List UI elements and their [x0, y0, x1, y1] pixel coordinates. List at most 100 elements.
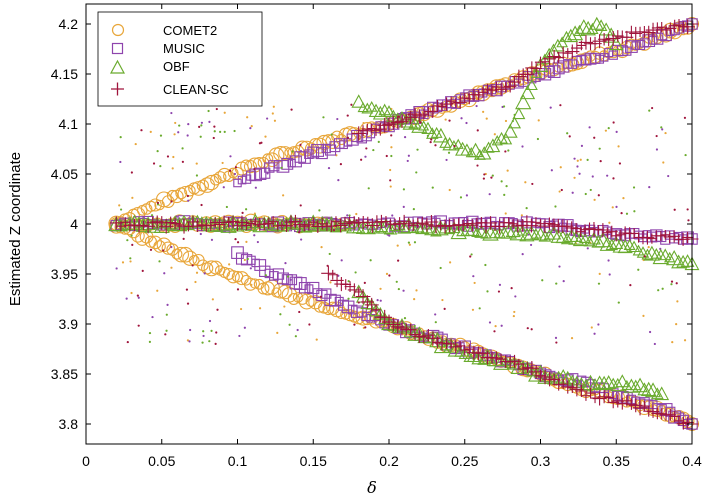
- scatter-dot: [612, 177, 615, 180]
- scatter-dot: [364, 326, 367, 329]
- scatter-dot: [392, 125, 395, 128]
- scatter-dot: [329, 281, 332, 284]
- data-point: [407, 219, 419, 232]
- data-point: [484, 82, 500, 98]
- scatter-dot: [389, 185, 392, 188]
- scatter-dot: [555, 282, 558, 285]
- data-point: [222, 267, 235, 280]
- scatter-dot: [283, 305, 286, 308]
- scatter-dot: [476, 129, 479, 132]
- data-point: [161, 241, 175, 255]
- data-point: [389, 220, 401, 232]
- scatter-dot: [510, 287, 513, 290]
- data-point: [169, 217, 181, 230]
- scatter-dot: [505, 185, 508, 188]
- scatter-dot: [434, 321, 437, 324]
- data-point: [508, 219, 518, 229]
- data-point: [510, 358, 528, 375]
- scatter-dot: [115, 267, 118, 270]
- data-point: [500, 82, 511, 93]
- data-point: [432, 336, 443, 348]
- data-point: [503, 217, 515, 229]
- scatter-dot: [498, 283, 502, 286]
- scatter-dot: [388, 234, 391, 237]
- scatter-dot: [576, 165, 579, 168]
- data-point: [269, 271, 279, 281]
- data-point: [580, 54, 592, 66]
- data-point: [272, 268, 285, 280]
- data-point: [480, 228, 492, 239]
- data-point: [450, 223, 467, 240]
- data-point: [640, 381, 657, 397]
- scatter-dot: [588, 126, 591, 129]
- scatter-dot: [385, 272, 389, 275]
- data-point: [262, 153, 274, 165]
- scatter-dot: [208, 120, 211, 123]
- scatter-dot: [396, 244, 399, 247]
- data-point: [599, 53, 609, 62]
- scatter-dot: [229, 155, 232, 158]
- scatter-dot: [241, 211, 244, 214]
- scatter-dot: [346, 214, 349, 217]
- scatter-dot: [397, 115, 401, 118]
- scatter-dot: [558, 265, 561, 268]
- data-point: [610, 377, 626, 392]
- scatter-dot: [477, 229, 480, 232]
- data-point: [305, 295, 317, 307]
- scatter-dot: [390, 134, 393, 137]
- data-point: [308, 217, 319, 228]
- scatter-dot: [254, 186, 257, 189]
- scatter-dot: [118, 204, 121, 207]
- scatter-dot: [472, 275, 475, 278]
- data-point: [153, 240, 166, 253]
- scatter-dot: [443, 307, 446, 310]
- scatter-dot: [625, 212, 629, 215]
- scatter-dot: [580, 144, 584, 147]
- scatter-dot: [403, 317, 407, 320]
- scatter-dot: [434, 144, 437, 147]
- scatter-dot: [234, 166, 238, 169]
- scatter-dot: [566, 132, 569, 135]
- scatter-dot: [348, 214, 351, 217]
- data-point: [513, 358, 525, 370]
- scatter-dot: [390, 154, 393, 158]
- y-axis: 3.8 3.85 3.9 3.95 4 4.05 4.1 4.15 4.2: [51, 16, 692, 432]
- scatter-dot: [282, 194, 285, 197]
- data-point: [327, 269, 338, 280]
- data-point: [575, 226, 586, 237]
- data-point: [298, 140, 315, 157]
- data-point: [372, 105, 388, 120]
- scatter-dot: [453, 144, 456, 148]
- scatter-dot: [249, 127, 252, 130]
- scatter-dot: [119, 160, 122, 164]
- scatter-dot: [504, 150, 507, 153]
- scatter-dot: [215, 107, 218, 111]
- data-point: [538, 229, 552, 242]
- scatter-dot: [586, 158, 589, 161]
- scatter-dot: [620, 212, 623, 215]
- scatter-dot: [199, 232, 202, 236]
- data-point: [627, 240, 641, 253]
- legend-item-obf: OBF: [109, 59, 190, 74]
- x-tick-label: 0.35: [603, 453, 630, 469]
- x-tick-label: 0: [82, 453, 90, 469]
- scatter-dot: [643, 255, 646, 258]
- data-point: [575, 19, 592, 34]
- scatter-dot: [291, 150, 294, 153]
- data-point: [351, 220, 366, 234]
- data-point: [669, 410, 681, 422]
- data-point: [246, 170, 257, 181]
- scatter-dot: [243, 326, 246, 329]
- scatter-dot: [426, 134, 429, 137]
- scatter-dot: [376, 299, 379, 302]
- data-point: [401, 114, 412, 124]
- scatter-dot: [156, 289, 159, 292]
- scatter-dot: [599, 160, 602, 163]
- data-point: [316, 134, 332, 151]
- data-point: [325, 220, 338, 232]
- x-tick-label: 0.3: [531, 453, 551, 469]
- scatter-dot: [350, 103, 353, 106]
- scatter-dot: [589, 188, 592, 192]
- data-point: [467, 142, 484, 158]
